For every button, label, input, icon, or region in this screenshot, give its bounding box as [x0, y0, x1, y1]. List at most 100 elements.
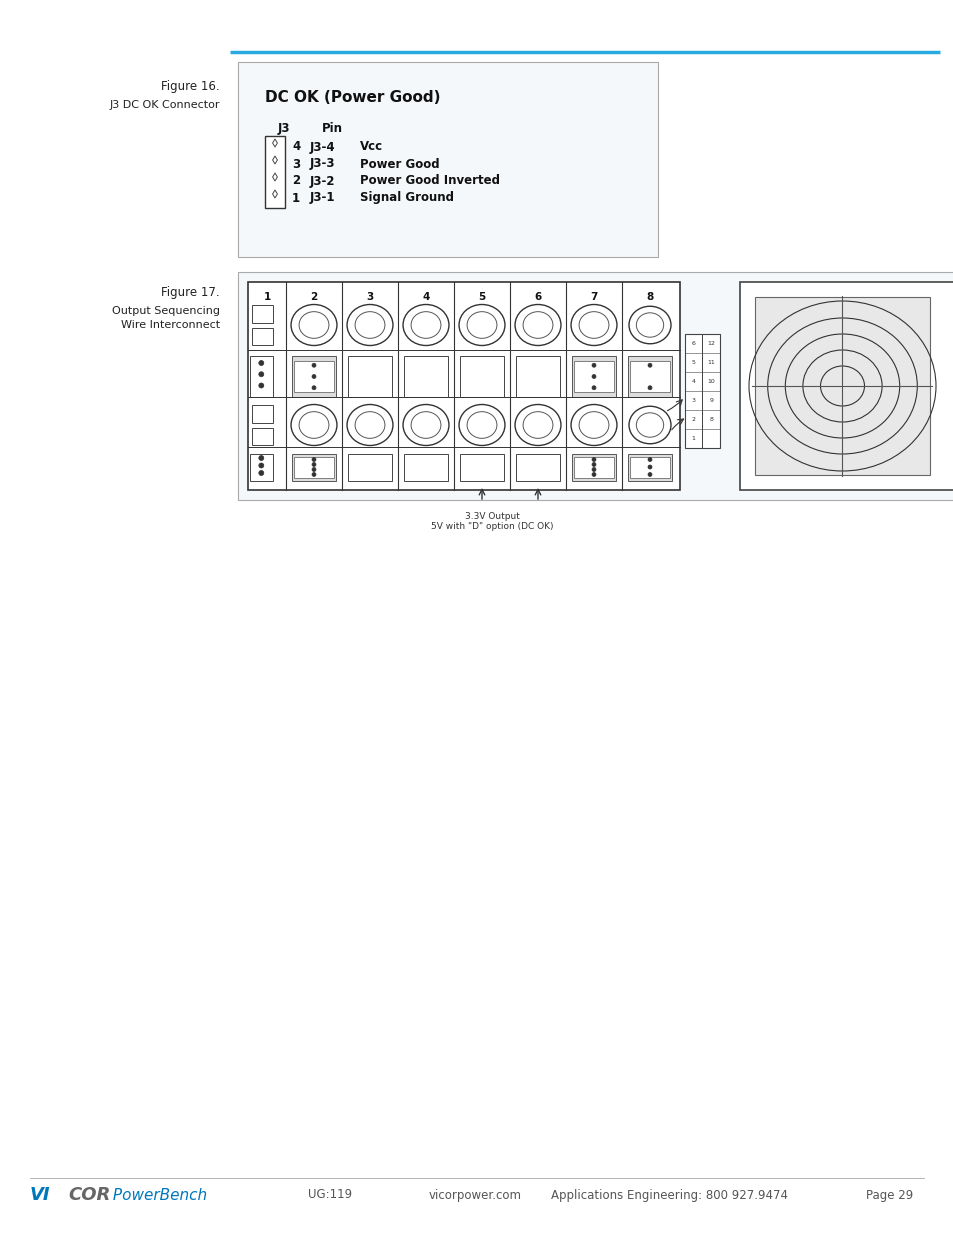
- Circle shape: [592, 457, 596, 462]
- Ellipse shape: [458, 405, 504, 446]
- Ellipse shape: [522, 311, 553, 338]
- Text: J3-1: J3-1: [310, 191, 335, 205]
- Bar: [574, 361, 613, 393]
- Bar: [571, 356, 616, 396]
- Bar: [252, 427, 273, 445]
- Text: VI: VI: [30, 1186, 51, 1204]
- Ellipse shape: [402, 405, 449, 446]
- Circle shape: [592, 473, 596, 477]
- Text: vicorpower.com: vicorpower.com: [428, 1188, 521, 1202]
- Text: Signal Ground: Signal Ground: [359, 191, 454, 205]
- Text: Power Good: Power Good: [359, 158, 439, 170]
- Bar: [630, 361, 669, 393]
- Ellipse shape: [298, 411, 329, 438]
- Text: 3: 3: [691, 398, 695, 404]
- Text: 4: 4: [691, 379, 695, 384]
- Text: 7: 7: [590, 291, 598, 303]
- Text: 5: 5: [477, 291, 485, 303]
- Bar: [248, 282, 679, 490]
- Ellipse shape: [298, 311, 329, 338]
- Bar: [459, 356, 504, 396]
- Ellipse shape: [402, 305, 449, 346]
- Bar: [294, 457, 334, 478]
- Ellipse shape: [355, 411, 384, 438]
- Polygon shape: [273, 190, 277, 198]
- Ellipse shape: [578, 411, 608, 438]
- Text: 9: 9: [708, 398, 713, 404]
- Circle shape: [647, 457, 651, 462]
- Bar: [684, 333, 720, 448]
- Ellipse shape: [571, 305, 617, 346]
- Text: Applications Engineering: 800 927.9474: Applications Engineering: 800 927.9474: [551, 1188, 788, 1202]
- Circle shape: [647, 473, 651, 477]
- Circle shape: [312, 363, 315, 367]
- Ellipse shape: [571, 405, 617, 446]
- Text: 4: 4: [422, 291, 429, 303]
- Ellipse shape: [355, 311, 384, 338]
- Text: PowerBench: PowerBench: [108, 1188, 207, 1203]
- Text: J3-2: J3-2: [310, 174, 335, 188]
- Circle shape: [258, 463, 264, 468]
- Bar: [754, 296, 929, 475]
- Text: 8: 8: [646, 291, 653, 303]
- Text: 3: 3: [292, 158, 300, 170]
- Text: J3-3: J3-3: [310, 158, 335, 170]
- Ellipse shape: [515, 305, 560, 346]
- Bar: [250, 453, 273, 480]
- Text: J3 DC OK Connector: J3 DC OK Connector: [110, 100, 220, 110]
- Text: 2: 2: [310, 291, 317, 303]
- Text: Page 29: Page 29: [865, 1188, 913, 1202]
- Polygon shape: [273, 156, 277, 164]
- Text: 10: 10: [706, 379, 715, 384]
- Bar: [252, 327, 273, 345]
- Bar: [574, 457, 613, 478]
- Text: 12: 12: [706, 341, 715, 346]
- Bar: [403, 356, 448, 396]
- Ellipse shape: [291, 305, 336, 346]
- Text: Wire Interconnect: Wire Interconnect: [121, 320, 220, 330]
- Text: 1: 1: [691, 436, 695, 441]
- Ellipse shape: [467, 311, 497, 338]
- Ellipse shape: [347, 405, 393, 446]
- Ellipse shape: [628, 406, 670, 443]
- Circle shape: [312, 473, 315, 477]
- Circle shape: [647, 466, 651, 469]
- Text: J3-4: J3-4: [310, 141, 335, 153]
- Text: COR: COR: [68, 1186, 111, 1204]
- Bar: [252, 405, 273, 422]
- Text: Output Sequencing: Output Sequencing: [112, 306, 220, 316]
- Text: 5V with "D" option (DC OK): 5V with "D" option (DC OK): [431, 522, 553, 531]
- Circle shape: [258, 456, 264, 461]
- Circle shape: [258, 471, 264, 475]
- Text: 6: 6: [534, 291, 541, 303]
- Bar: [237, 272, 953, 500]
- Text: 1: 1: [263, 291, 271, 303]
- Bar: [515, 453, 559, 480]
- Bar: [252, 305, 273, 322]
- Bar: [237, 62, 658, 257]
- Circle shape: [647, 363, 651, 367]
- Circle shape: [312, 462, 315, 467]
- Text: Figure 16.: Figure 16.: [161, 80, 220, 93]
- Text: 8: 8: [709, 417, 713, 422]
- Ellipse shape: [578, 311, 608, 338]
- Text: 2: 2: [292, 174, 300, 188]
- Ellipse shape: [347, 305, 393, 346]
- Text: 4: 4: [292, 141, 300, 153]
- Circle shape: [647, 385, 651, 390]
- Ellipse shape: [522, 411, 553, 438]
- Circle shape: [592, 363, 596, 367]
- Circle shape: [592, 385, 596, 390]
- Text: 2: 2: [691, 417, 695, 422]
- Polygon shape: [273, 140, 277, 147]
- Circle shape: [592, 374, 596, 378]
- Ellipse shape: [628, 306, 670, 343]
- Bar: [740, 282, 953, 490]
- Circle shape: [312, 457, 315, 462]
- Ellipse shape: [458, 305, 504, 346]
- Text: Figure 17.: Figure 17.: [161, 287, 220, 299]
- Ellipse shape: [411, 311, 440, 338]
- Bar: [627, 356, 672, 396]
- Circle shape: [258, 361, 264, 366]
- Text: UG:119: UG:119: [308, 1188, 352, 1202]
